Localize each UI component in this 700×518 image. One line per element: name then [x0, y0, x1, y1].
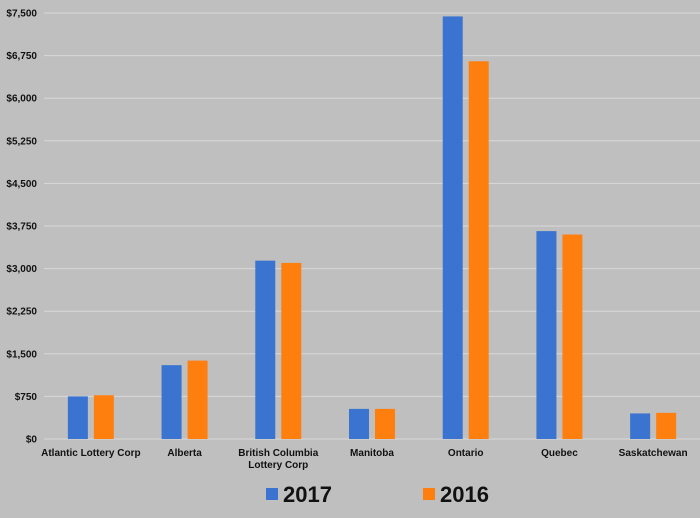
- legend-swatch-2017: [266, 488, 278, 500]
- bar-2017: [161, 365, 182, 439]
- bar-2016: [375, 408, 395, 439]
- category-label: Alberta: [167, 448, 202, 459]
- y-tick-label: $6,000: [6, 94, 37, 105]
- category-label: Saskatchewan: [619, 448, 688, 459]
- bar-2017: [67, 396, 88, 439]
- category-label: Quebec: [541, 448, 578, 459]
- y-tick-label: $6,750: [6, 51, 37, 62]
- category-label: British Columbia Lottery Corp: [238, 448, 318, 471]
- bar-2016: [468, 61, 489, 439]
- gridlines: [44, 12, 700, 440]
- bar-2016: [93, 395, 114, 439]
- legend: 2017 2016: [266, 482, 489, 507]
- category-label: Manitoba: [350, 448, 394, 459]
- bar-2017: [349, 408, 369, 439]
- x-axis-categories: Atlantic Lottery Corp Alberta British Colu…: [41, 448, 687, 471]
- y-tick-label: $3,750: [6, 222, 37, 233]
- bars: [67, 16, 677, 440]
- bar-2017: [255, 260, 276, 439]
- category-label: Atlantic Lottery Corp: [41, 448, 140, 459]
- y-axis-ticks: $0 $750 $1,500 $2,250 $3,000 $3,750 $4,500 $5,2…: [6, 9, 37, 446]
- bar-2017: [630, 413, 651, 439]
- y-tick-label: $3,000: [6, 264, 37, 275]
- legend-label-2016: 2016: [440, 482, 489, 507]
- bar-2016: [562, 234, 583, 439]
- legend-swatch-2016: [423, 488, 435, 500]
- y-tick-label: $4,500: [6, 179, 37, 190]
- bar-2016: [187, 360, 208, 439]
- y-tick-label: $0: [26, 435, 38, 446]
- y-tick-label: $2,250: [6, 307, 37, 318]
- y-tick-label: $1,500: [6, 349, 37, 360]
- legend-label-2017: 2017: [283, 482, 332, 507]
- bar-2016: [656, 412, 677, 439]
- category-label: Ontario: [448, 448, 484, 459]
- y-tick-label: $7,500: [6, 9, 37, 20]
- y-tick-label: $5,250: [6, 136, 37, 147]
- y-tick-label: $750: [15, 392, 38, 403]
- bar-2016: [281, 262, 302, 439]
- bar-2017: [442, 16, 463, 440]
- bar-2017: [536, 231, 557, 439]
